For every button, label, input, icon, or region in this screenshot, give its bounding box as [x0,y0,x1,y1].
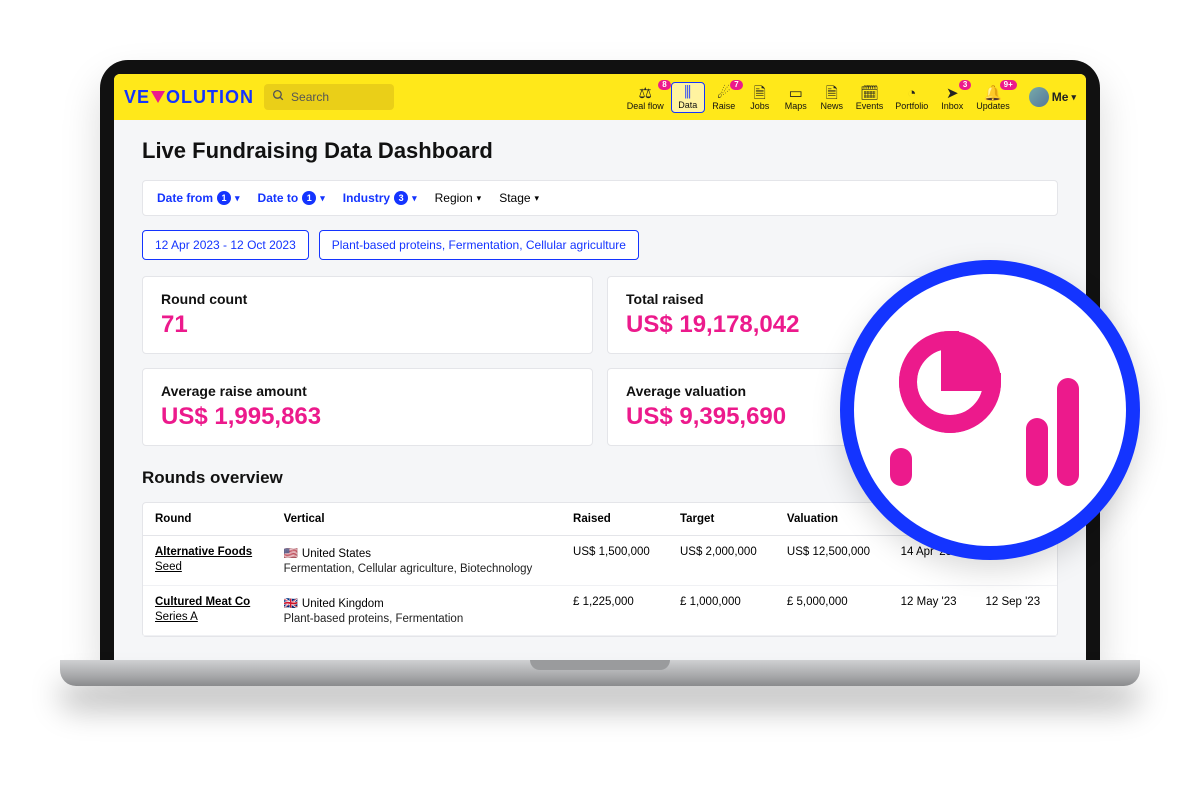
news-icon: 🗎 [826,86,838,101]
filter-industry[interactable]: Industry 3 ▾ [343,191,417,205]
cell-target: £ 1,000,000 [668,586,775,636]
filter-stage[interactable]: Stage ▾ [499,191,539,205]
filter-date-from[interactable]: Date from 1 ▾ [157,191,240,205]
stat-round-count: Round count 71 [142,276,593,354]
data-icon: ⫼ [684,85,691,100]
brand-triangle-icon [151,91,165,103]
nav-maps[interactable]: ▭Maps [779,84,813,113]
active-filter-chips: 12 Apr 2023 - 12 Oct 2023 Plant-based pr… [142,230,1058,260]
nav-badge: 7 [730,80,742,90]
cell-published: 12 May '23 [889,586,974,636]
nav-label: Maps [785,101,807,111]
column-header[interactable]: Valuation [775,503,889,536]
country: United Kingdom [302,598,384,610]
column-header[interactable]: Target [668,503,775,536]
search-icon [272,89,285,105]
nav-label: Raise [712,101,735,111]
cell-valuation: £ 5,000,000 [775,586,889,636]
cell-target: US$ 2,000,000 [668,536,775,586]
round-name[interactable]: Cultured Meat Co [155,596,250,608]
events-icon: 🗓 [860,86,879,101]
filter-date-to[interactable]: Date to 1 ▾ [258,191,325,205]
nav-label: Updates [976,101,1010,111]
chip-date-range[interactable]: 12 Apr 2023 - 12 Oct 2023 [142,230,309,260]
maps-icon: ▭ [789,86,803,101]
updates-icon: 🔔 [984,86,1003,101]
chevron-down-icon: ▾ [235,193,240,204]
portfolio-icon: ◔ [907,86,916,101]
inbox-icon: ➤ [946,86,959,101]
raise-icon: ☄ [717,86,730,101]
brand-logo[interactable]: VE OLUTION [124,87,254,108]
chevron-down-icon: ▾ [412,193,417,204]
search-placeholder: Search [291,90,329,104]
brand-part1: VE [124,87,150,108]
dealflow-icon: ⚖ [638,86,651,101]
pie-bars-icon [890,310,1090,510]
jobs-icon: 🗎 [754,86,766,101]
avatar [1029,87,1049,107]
verticals: Plant-based proteins, Fermentation [284,613,549,625]
nav-data[interactable]: ⫼Data [671,82,705,113]
me-menu[interactable]: Me ▾ [1029,87,1076,107]
column-header[interactable]: Raised [561,503,668,536]
nav-label: Portfolio [895,101,928,111]
round-stage[interactable]: Series A [155,611,260,623]
chip-industries[interactable]: Plant-based proteins, Fermentation, Cell… [319,230,639,260]
chevron-down-icon: ▾ [477,193,482,204]
nav-news[interactable]: 🗎News [815,84,849,113]
nav-label: Jobs [750,101,769,111]
chevron-down-icon: ▾ [320,193,325,204]
column-header[interactable]: Vertical [272,503,561,536]
laptop-notch [530,660,670,670]
laptop-base [60,660,1140,686]
cell-raised: £ 1,225,000 [561,586,668,636]
cell-valuation: US$ 12,500,000 [775,536,889,586]
filter-bar: Date from 1 ▾ Date to 1 ▾ Industry 3 ▾ [142,180,1058,216]
nav-portfolio[interactable]: ◔Portfolio [890,84,933,113]
chevron-down-icon: ▾ [535,193,540,204]
country: United States [302,548,371,560]
top-nav: ⚖Deal flow8⫼Data☄Raise7🗎Jobs▭Maps🗎News🗓E… [622,82,1015,113]
nav-updates[interactable]: 🔔Updates9+ [971,84,1015,113]
nav-label: Data [678,100,697,110]
search-input[interactable]: Search [264,84,394,110]
brand-part2: OLUTION [166,87,254,108]
nav-label: News [820,101,843,111]
stat-avg-raise: Average raise amount US$ 1,995,863 [142,368,593,446]
table-row[interactable]: Cultured Meat Co Series A 🇬🇧 United Kingdom… [143,586,1057,636]
cell-raised: US$ 1,500,000 [561,536,668,586]
nav-label: Deal flow [627,101,664,111]
nav-badge: 9+ [1000,80,1017,90]
nav-badge: 8 [658,80,670,90]
cell-closed: 12 Sep '23 [973,586,1057,636]
nav-jobs[interactable]: 🗎Jobs [743,84,777,113]
nav-badge: 3 [959,80,971,90]
nav-label: Events [856,101,884,111]
flag-icon: 🇬🇧 [284,598,298,610]
nav-events[interactable]: 🗓Events [851,84,889,113]
me-label: Me [1052,90,1069,104]
nav-dealflow[interactable]: ⚖Deal flow8 [622,84,669,113]
nav-label: Inbox [941,101,963,111]
chevron-down-icon: ▾ [1071,92,1076,103]
round-name[interactable]: Alternative Foods [155,546,252,558]
topbar: VE OLUTION Search ⚖Deal flow8⫼Data☄Raise… [114,74,1086,120]
nav-raise[interactable]: ☄Raise7 [707,84,741,113]
flag-icon: 🇺🇸 [284,548,298,560]
nav-inbox[interactable]: ➤Inbox3 [935,84,969,113]
page-title: Live Fundraising Data Dashboard [142,138,1058,164]
round-stage[interactable]: Seed [155,561,260,573]
chart-circle-badge [840,260,1140,560]
verticals: Fermentation, Cellular agriculture, Biot… [284,563,549,575]
filter-region[interactable]: Region ▾ [435,191,482,205]
column-header[interactable]: Round [143,503,272,536]
